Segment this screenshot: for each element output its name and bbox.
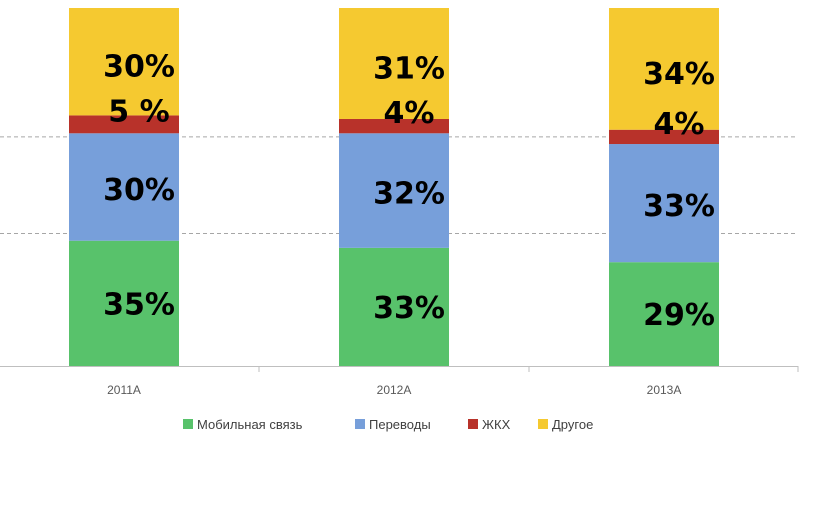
bar-segment [69, 133, 179, 241]
x-tick-label: 2012A [377, 383, 412, 397]
bar-segment [609, 144, 719, 263]
bars [69, 8, 719, 366]
legend-label: ЖКХ [482, 417, 511, 432]
data-label: 33% [373, 291, 445, 326]
bar-segment [339, 8, 449, 119]
x-axis: 2011A 2012A 2013A [0, 366, 799, 397]
bar-segment [609, 8, 719, 130]
legend-swatch [468, 419, 478, 429]
bar-segment [339, 118, 449, 134]
data-label: 34% [643, 57, 715, 92]
data-label: 4% [384, 96, 435, 131]
legend-swatch [355, 419, 365, 429]
bar-segment [339, 247, 449, 366]
data-label: 31% [373, 51, 445, 86]
legend-label: Переводы [369, 417, 431, 432]
bar-segment [69, 115, 179, 134]
data-labels: 35% 30% 5 % 30% 33% 32% 4% 31% 29% 33% 4% 34% [103, 50, 715, 333]
legend-swatch [183, 419, 193, 429]
bar-segment [69, 240, 179, 366]
bar-segment [609, 129, 719, 145]
data-label: 30% [103, 50, 175, 85]
bar-segment [339, 133, 449, 248]
x-tick-label: 2011A [107, 383, 141, 397]
data-label: 29% [643, 298, 715, 333]
x-tick-label: 2013A [647, 383, 682, 397]
data-label: 35% [103, 287, 175, 322]
data-label: 32% [373, 177, 445, 212]
legend-label: Другое [552, 417, 593, 432]
bar-segment [69, 8, 179, 116]
legend-label: Мобильная связь [197, 417, 303, 432]
data-label: 4% [654, 107, 705, 142]
legend-swatch [538, 419, 548, 429]
legend: Мобильная связь Переводы ЖКХ Другое [183, 417, 593, 432]
bar-segment [609, 262, 719, 366]
data-label: 5 % [108, 94, 169, 129]
data-label: 30% [103, 173, 175, 208]
data-label: 33% [643, 189, 715, 224]
